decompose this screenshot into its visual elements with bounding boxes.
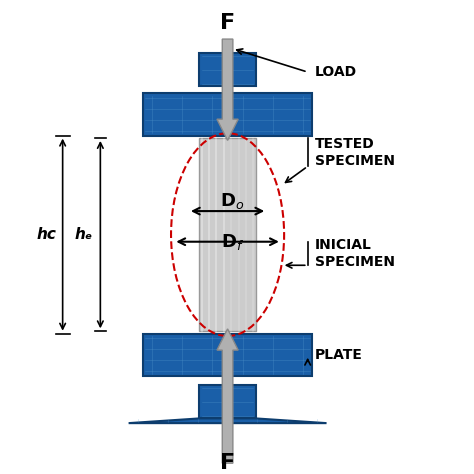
Text: LOAD: LOAD [315,65,357,79]
Text: D$_f$: D$_f$ [221,232,244,252]
Text: D$_o$: D$_o$ [220,191,245,211]
FancyArrow shape [217,329,238,463]
Polygon shape [128,419,327,423]
FancyBboxPatch shape [143,93,312,136]
FancyArrow shape [217,39,238,140]
Text: hᴄ: hᴄ [36,227,56,242]
Text: hₑ: hₑ [75,227,93,242]
FancyBboxPatch shape [199,53,256,86]
Text: F: F [220,453,235,473]
FancyBboxPatch shape [143,334,312,376]
FancyBboxPatch shape [199,385,256,419]
Text: PLATE: PLATE [315,348,363,362]
FancyBboxPatch shape [199,138,256,331]
Text: INICIAL
SPECIMEN: INICIAL SPECIMEN [315,238,395,269]
Text: TESTED
SPECIMEN: TESTED SPECIMEN [315,137,395,168]
Text: F: F [220,13,235,33]
